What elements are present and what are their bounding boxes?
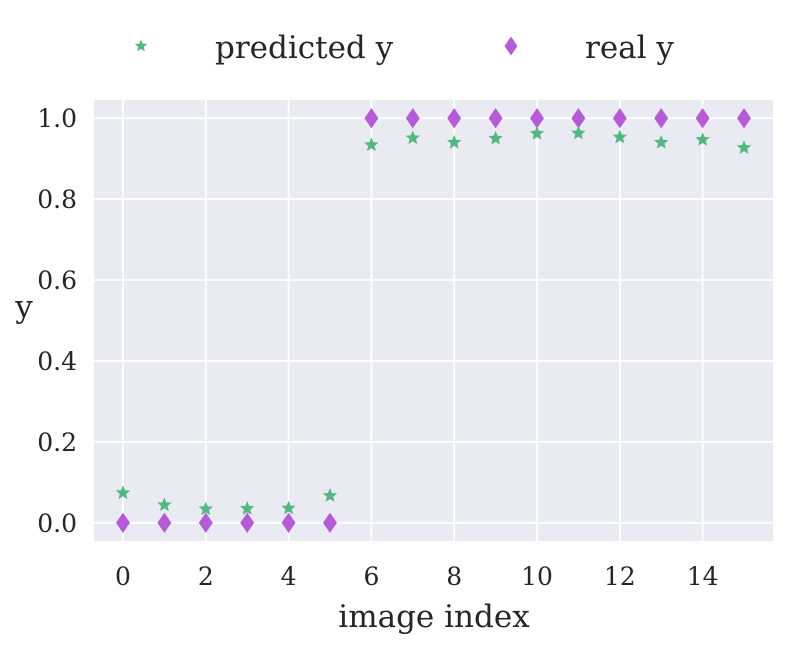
- predicted-y-point: [405, 130, 420, 145]
- real-y-point: [115, 512, 130, 534]
- x-tick-label: 6: [363, 562, 379, 591]
- predicted-y-point: [198, 501, 213, 516]
- x-tick-label: 12: [604, 562, 636, 591]
- x-tick-label: 0: [115, 562, 131, 591]
- y-tick-label: 0.8: [37, 185, 77, 214]
- legend-item-predicted: predicted y: [134, 30, 394, 66]
- y-tick-label: 0.0: [37, 509, 77, 538]
- real-y-point: [364, 107, 379, 129]
- x-tick-label: 14: [687, 562, 719, 591]
- real-y-point: [281, 512, 296, 534]
- predicted-y-point: [157, 497, 172, 512]
- legend-marker-predicted-y-star: [134, 39, 148, 52]
- real-y-point: [695, 107, 710, 129]
- y-tick-label: 0.6: [37, 266, 77, 295]
- predicted-y-point: [654, 134, 669, 149]
- x-axis-label: image index: [338, 599, 530, 635]
- real-y-point: [612, 107, 627, 129]
- x-tick-label: 10: [521, 562, 553, 591]
- predicted-y-point: [571, 125, 586, 140]
- predicted-y-point: [736, 140, 752, 154]
- plot-area: [94, 100, 773, 541]
- x-tick-labels: 0 2 4 6 8 10 12 14: [115, 562, 718, 591]
- predicted-y-point: [281, 500, 296, 515]
- y-tick-label: 1.0: [37, 104, 77, 133]
- real-y-point: [198, 512, 213, 534]
- data-points: [115, 107, 752, 534]
- predicted-y-point: [612, 129, 627, 144]
- real-y-point: [737, 107, 752, 129]
- predicted-y-point: [240, 501, 255, 515]
- real-y-point: [488, 107, 503, 129]
- predicted-y-point: [115, 485, 131, 499]
- y-tick-label: 0.2: [37, 428, 77, 457]
- real-y-point: [157, 512, 172, 534]
- y-tick-labels: 0.0 0.2 0.4 0.6 0.8 1.0: [37, 104, 77, 538]
- legend-item-real: real y: [504, 30, 674, 66]
- real-y-point: [240, 512, 255, 534]
- legend: predicted y real y: [134, 30, 674, 66]
- predicted-y-point: [447, 134, 462, 149]
- predicted-y-point: [695, 132, 710, 146]
- real-y-point: [447, 107, 462, 129]
- predicted-y-point: [322, 488, 338, 502]
- predicted-y-point: [488, 130, 503, 145]
- real-y-point: [405, 107, 420, 129]
- real-y-point: [654, 107, 669, 129]
- predicted-y-point: [364, 137, 379, 152]
- real-y-point: [323, 512, 337, 534]
- predicted-y-point: [529, 126, 545, 140]
- legend-label-predicted-y: predicted y: [215, 30, 394, 66]
- x-tick-label: 2: [198, 562, 214, 591]
- legend-marker-real-y-diamond: [504, 36, 518, 56]
- x-tick-label: 4: [281, 562, 297, 591]
- y-axis-label: y: [14, 289, 33, 325]
- legend-label-real-y: real y: [585, 30, 674, 66]
- x-tick-label: 8: [446, 562, 462, 591]
- y-tick-label: 0.4: [37, 347, 77, 376]
